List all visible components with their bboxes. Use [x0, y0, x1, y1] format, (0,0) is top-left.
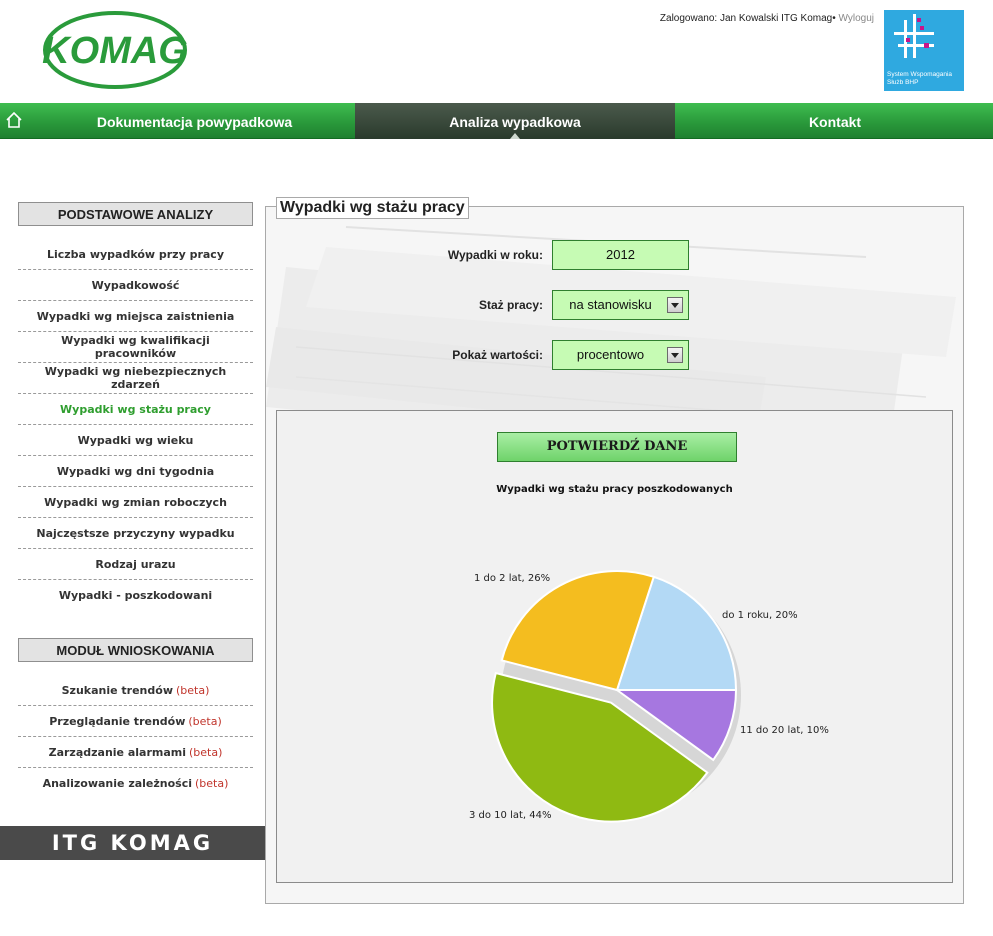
year-label: Wypadki w roku: — [447, 248, 543, 262]
beta-badge: (beta) — [189, 745, 223, 759]
confirm-data-button[interactable]: POTWIERDŹ DANE — [497, 432, 737, 462]
pie-slice-1[interactable] — [613, 689, 738, 762]
sidebar-item-dni-tygodnia[interactable]: Wypadki wg dni tygodnia — [18, 456, 253, 487]
pie-slice-label-3: 1 do 2 lat, 26% — [474, 573, 550, 584]
komag-logo-graphic: KOMAG — [42, 11, 188, 89]
pie-slice-label-1: 11 do 20 lat, 10% — [740, 725, 829, 736]
main-nav: Dokumentacja powypadkowa Analiza wypadko… — [0, 103, 993, 139]
nav-item-kontakt[interactable]: Kontakt — [808, 114, 862, 130]
pie-slice-label-2: 3 do 10 lat, 44% — [469, 810, 552, 821]
sidebar-item-przegladanie-trendow[interactable]: Przeglądanie trendów (beta) — [18, 706, 253, 737]
pie-slice-0[interactable] — [615, 575, 738, 691]
nav-item-analiza[interactable]: Analiza wypadkowa — [355, 103, 675, 139]
sidebar-item-wypadkowosc[interactable]: Wypadkowość — [18, 270, 253, 301]
sidebar-item-label: Analizowanie zależności — [42, 777, 193, 790]
itg-komag-banner: ITG KOMAG — [0, 826, 265, 860]
sidebar-item-zarzadzanie-alarmami[interactable]: Zarządzanie alarmami (beta) — [18, 737, 253, 768]
sidebar-item-rodzaj-urazu[interactable]: Rodzaj urazu — [18, 549, 253, 580]
nav-home-button[interactable] — [0, 103, 28, 139]
seniority-select[interactable]: na stanowisku — [552, 290, 689, 320]
system-logo-text: System Wspomagania Służb BHP — [887, 71, 952, 87]
pie-slice-label-0: do 1 roku, 20% — [722, 610, 798, 621]
system-logo-line1: System Wspomagania — [887, 71, 953, 78]
sidebar-item-miejsce[interactable]: Wypadki wg miejsca zaistnienia — [18, 301, 253, 332]
sidebar-item-szukanie-trendow[interactable]: Szukanie trendów (beta) — [18, 675, 253, 706]
pie-slice-2[interactable] — [491, 671, 709, 823]
logged-in-user: Zalogowano: Jan Kowalski ITG Komag — [659, 13, 833, 24]
beta-badge: (beta) — [188, 714, 222, 728]
sidebar-item-wiek[interactable]: Wypadki wg wieku — [18, 425, 253, 456]
show-values-label: Pokaż wartości: — [452, 348, 543, 362]
login-info: Zalogowano: Jan Kowalski ITG Komag• Wylo… — [660, 13, 874, 24]
module-header: MODUŁ WNIOSKOWANIA — [18, 638, 253, 662]
pie-chart: do 1 roku, 20% 11 do 20 lat, 10% 3 do 10 l… — [469, 570, 829, 823]
system-logo-line2: Służb BHP — [887, 79, 919, 86]
chart-title: Wypadki wg stażu pracy poszkodowanych — [496, 484, 733, 495]
pie-slice-3[interactable] — [500, 570, 656, 692]
sidebar-item-staz-pracy[interactable]: Wypadki wg stażu pracy — [18, 394, 253, 425]
sidebar-item-zdarzenia[interactable]: Wypadki wg niebezpiecznych zdarzeń — [18, 363, 253, 394]
show-values-select[interactable]: procentowo — [552, 340, 689, 370]
year-input[interactable]: 2012 — [552, 240, 689, 270]
nav-item-dokumentacja[interactable]: Dokumentacja powypadkowa — [96, 114, 293, 130]
svg-text:KOMAG: KOMAG — [42, 30, 188, 72]
basic-analyses-list: Liczba wypadków przy pracy Wypadkowość W… — [18, 239, 253, 611]
beta-badge: (beta) — [195, 777, 229, 790]
sidebar-item-liczba-wypadkow[interactable]: Liczba wypadków przy pracy — [18, 239, 253, 270]
seniority-label: Staż pracy: — [478, 298, 543, 312]
basic-analyses-header: PODSTAWOWE ANALIZY — [18, 202, 253, 226]
sidebar-item-zmiany[interactable]: Wypadki wg zmian roboczych — [18, 487, 253, 518]
sidebar-item-poszkodowani[interactable]: Wypadki - poszkodowani — [58, 589, 213, 602]
system-logo-icon — [894, 14, 934, 58]
module-list: Szukanie trendów (beta) Przeglądanie tren… — [18, 675, 253, 799]
sidebar-item-label: Szukanie trendów — [61, 683, 173, 697]
show-values-value: procentowo — [576, 347, 645, 362]
login-separator: • — [832, 13, 836, 24]
sidebar-item-label: Zarządzanie alarmami — [48, 745, 186, 759]
panel-title: Wypadki wg stażu pracy — [276, 197, 469, 219]
logout-link[interactable]: Wyloguj — [838, 13, 874, 24]
sidebar-item-kwalifikacje[interactable]: Wypadki wg kwalifikacji pracowników — [18, 332, 253, 363]
chevron-down-icon[interactable] — [667, 297, 683, 313]
sidebar-item-przyczyny[interactable]: Najczęstsze przyczyny wypadku — [18, 518, 253, 549]
home-icon — [6, 112, 22, 128]
seniority-value: na stanowisku — [569, 297, 652, 312]
chevron-down-icon[interactable] — [667, 347, 683, 363]
system-logo[interactable]: System Wspomagania Służb BHP — [884, 10, 964, 91]
beta-badge: (beta) — [175, 683, 210, 697]
komag-logo[interactable]: KOMAG — [42, 10, 188, 90]
sidebar-item-label: Przeglądanie trendów — [49, 714, 186, 728]
sidebar-item-analizowanie-zaleznosci[interactable]: Analizowanie zależności (beta) — [18, 768, 253, 799]
